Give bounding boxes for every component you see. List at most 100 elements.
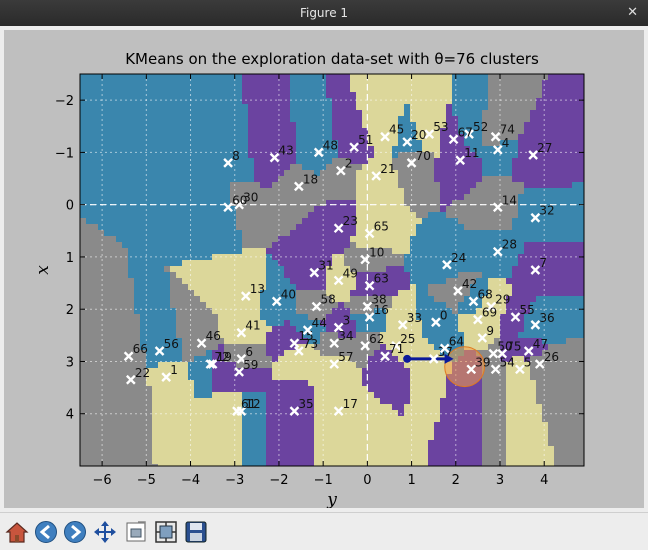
voronoi-cell bbox=[326, 236, 333, 243]
voronoi-cell bbox=[158, 416, 165, 423]
voronoi-cell bbox=[128, 380, 135, 387]
voronoi-cell bbox=[218, 200, 225, 207]
voronoi-cell bbox=[344, 290, 351, 297]
voronoi-cell bbox=[578, 218, 584, 225]
voronoi-cell bbox=[152, 224, 159, 231]
voronoi-cell bbox=[290, 260, 297, 267]
voronoi-cell bbox=[146, 188, 153, 195]
voronoi-cell bbox=[404, 326, 411, 333]
voronoi-cell bbox=[122, 182, 129, 189]
voronoi-cell bbox=[164, 164, 171, 171]
voronoi-cell bbox=[170, 236, 177, 243]
voronoi-cell bbox=[284, 128, 291, 135]
voronoi-cell bbox=[464, 146, 471, 153]
voronoi-cell bbox=[542, 344, 549, 351]
voronoi-cell bbox=[80, 416, 87, 423]
voronoi-cell bbox=[464, 206, 471, 213]
voronoi-cell bbox=[536, 206, 543, 213]
voronoi-cell bbox=[572, 110, 579, 117]
voronoi-cell bbox=[86, 122, 93, 129]
voronoi-cell bbox=[386, 290, 393, 297]
voronoi-cell bbox=[440, 194, 447, 201]
voronoi-cell bbox=[128, 428, 135, 435]
voronoi-cell bbox=[416, 332, 423, 339]
voronoi-cell bbox=[530, 332, 537, 339]
voronoi-cell bbox=[242, 140, 249, 147]
voronoi-cell bbox=[86, 206, 93, 213]
voronoi-cell bbox=[158, 158, 165, 165]
voronoi-cell bbox=[98, 308, 105, 315]
voronoi-cell bbox=[128, 164, 135, 171]
voronoi-cell bbox=[260, 356, 267, 363]
voronoi-cell bbox=[446, 248, 453, 255]
voronoi-cell bbox=[260, 278, 267, 285]
voronoi-cell bbox=[392, 122, 399, 129]
voronoi-cell bbox=[536, 278, 543, 285]
voronoi-cell bbox=[386, 398, 393, 405]
voronoi-cell bbox=[176, 212, 183, 219]
voronoi-cell bbox=[416, 302, 423, 309]
voronoi-cell bbox=[272, 278, 279, 285]
voronoi-cell bbox=[290, 92, 297, 99]
voronoi-cell bbox=[80, 368, 87, 375]
voronoi-cell bbox=[284, 404, 291, 411]
voronoi-cell bbox=[296, 110, 303, 117]
voronoi-cell bbox=[116, 302, 123, 309]
voronoi-cell bbox=[80, 284, 87, 291]
window-titlebar: Figure 1 ✕ bbox=[0, 0, 648, 26]
voronoi-cell bbox=[182, 416, 189, 423]
voronoi-cell bbox=[224, 116, 231, 123]
voronoi-cell bbox=[506, 176, 513, 183]
close-icon[interactable]: ✕ bbox=[627, 5, 638, 20]
voronoi-cell bbox=[470, 416, 477, 423]
voronoi-cell bbox=[260, 128, 267, 135]
voronoi-cell bbox=[458, 260, 465, 267]
voronoi-cell bbox=[572, 344, 579, 351]
voronoi-cell bbox=[464, 212, 471, 219]
voronoi-cell bbox=[122, 278, 129, 285]
voronoi-cell bbox=[506, 104, 513, 111]
voronoi-cell bbox=[122, 164, 129, 171]
voronoi-cell bbox=[518, 164, 525, 171]
voronoi-cell bbox=[500, 194, 507, 201]
voronoi-cell bbox=[134, 392, 141, 399]
voronoi-cell bbox=[512, 164, 519, 171]
voronoi-cell bbox=[560, 254, 567, 261]
voronoi-cell bbox=[128, 188, 135, 195]
voronoi-cell bbox=[272, 374, 279, 381]
voronoi-cell bbox=[440, 110, 447, 117]
voronoi-cell bbox=[146, 224, 153, 231]
voronoi-cell bbox=[560, 314, 567, 321]
voronoi-cell bbox=[524, 242, 531, 249]
voronoi-cell bbox=[260, 158, 267, 165]
voronoi-cell bbox=[404, 80, 411, 87]
voronoi-cell bbox=[128, 266, 135, 273]
voronoi-cell bbox=[368, 206, 375, 213]
voronoi-cell bbox=[458, 230, 465, 237]
voronoi-cell bbox=[314, 404, 321, 411]
voronoi-cell bbox=[170, 422, 177, 429]
voronoi-cell bbox=[404, 182, 411, 189]
voronoi-cell bbox=[416, 374, 423, 381]
voronoi-cell bbox=[392, 380, 399, 387]
voronoi-cell bbox=[140, 128, 147, 135]
voronoi-cell bbox=[308, 152, 315, 159]
voronoi-cell bbox=[320, 350, 327, 357]
voronoi-cell bbox=[164, 404, 171, 411]
voronoi-cell bbox=[332, 350, 339, 357]
voronoi-cell bbox=[278, 398, 285, 405]
voronoi-cell bbox=[506, 212, 513, 219]
voronoi-cell bbox=[410, 218, 417, 225]
voronoi-cell bbox=[284, 170, 291, 177]
voronoi-cell bbox=[506, 164, 513, 171]
voronoi-cell bbox=[140, 266, 147, 273]
voronoi-cell bbox=[434, 422, 441, 429]
voronoi-cell bbox=[236, 152, 243, 159]
voronoi-cell bbox=[554, 308, 561, 315]
voronoi-cell bbox=[410, 290, 417, 297]
voronoi-cell bbox=[266, 98, 273, 105]
voronoi-cell bbox=[278, 188, 285, 195]
voronoi-cell bbox=[86, 374, 93, 381]
kmeans-chart[interactable]: 0123456789101112131415161718192021222324… bbox=[4, 30, 644, 508]
voronoi-cell bbox=[332, 308, 339, 315]
